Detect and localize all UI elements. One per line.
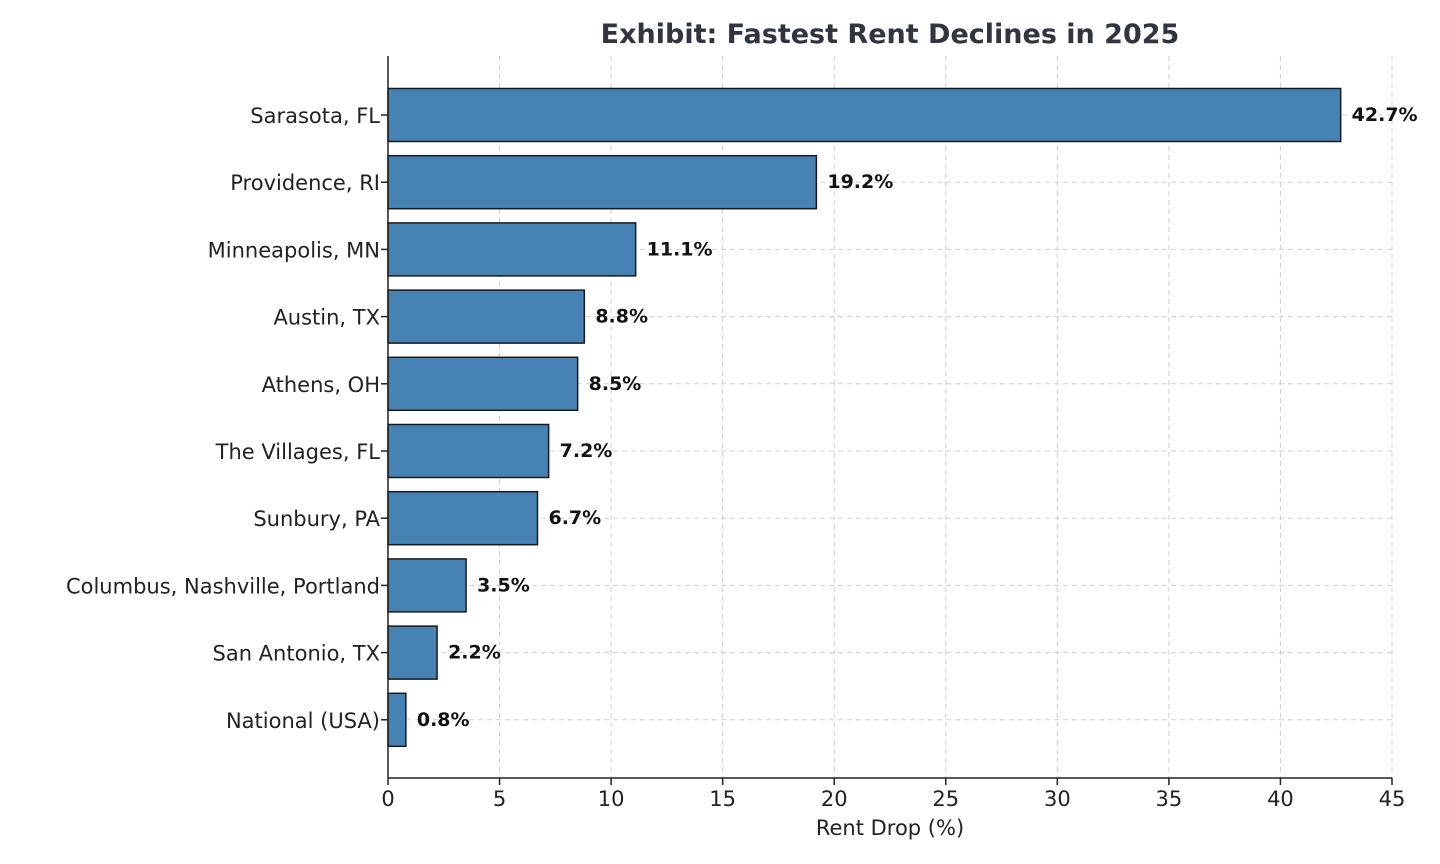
- x-tick-label: 30: [1044, 787, 1071, 811]
- data-label: 6.7%: [548, 507, 601, 529]
- labels: 0 5 10 15 20 25 30 35 40 45 Sarasota, FL Providence…: [66, 104, 1418, 811]
- x-tick-label: 45: [1379, 787, 1406, 811]
- data-label: 8.5%: [589, 373, 642, 395]
- category-label: Providence, RI: [230, 171, 380, 195]
- category-label: National (USA): [226, 709, 380, 733]
- x-tick-label: 40: [1267, 787, 1294, 811]
- category-label: Athens, OH: [262, 373, 380, 397]
- data-label: 19.2%: [827, 171, 893, 193]
- bar: [387, 625, 438, 680]
- bar: [387, 222, 637, 277]
- bar: [387, 87, 1342, 143]
- bar: [387, 423, 550, 479]
- category-label: Columbus, Nashville, Portland: [66, 574, 380, 598]
- bar: [387, 558, 467, 613]
- data-label: 7.2%: [560, 440, 613, 462]
- category-label: Sunbury, PA: [253, 507, 380, 531]
- bars: [387, 87, 1342, 748]
- data-label: 11.1%: [647, 238, 713, 260]
- x-tick-label: 0: [381, 787, 394, 811]
- x-tick-label: 15: [709, 787, 736, 811]
- data-label: 42.7%: [1352, 104, 1418, 126]
- data-label: 2.2%: [448, 642, 501, 664]
- x-tick-label: 5: [493, 787, 506, 811]
- x-tick-label: 35: [1156, 787, 1183, 811]
- x-axis-label: Rent Drop (%): [816, 816, 964, 840]
- data-label: 8.8%: [595, 306, 648, 328]
- x-tick-label: 25: [932, 787, 959, 811]
- data-label: 3.5%: [477, 574, 530, 596]
- category-label: Minneapolis, MN: [208, 238, 380, 262]
- x-tick-label: 20: [821, 787, 848, 811]
- data-label: 0.8%: [417, 709, 470, 731]
- category-label: Sarasota, FL: [250, 104, 380, 128]
- axes: [381, 56, 1393, 785]
- category-label: The Villages, FL: [215, 440, 381, 464]
- bar: [387, 356, 579, 412]
- category-label: Austin, TX: [273, 306, 380, 330]
- bar: [387, 692, 407, 748]
- bar: [387, 289, 586, 344]
- x-tick-label: 10: [598, 787, 625, 811]
- chart-title: Exhibit: Fastest Rent Declines in 2025: [601, 19, 1180, 50]
- bar: [387, 154, 818, 210]
- bar: [387, 490, 539, 546]
- category-label: San Antonio, TX: [213, 642, 381, 666]
